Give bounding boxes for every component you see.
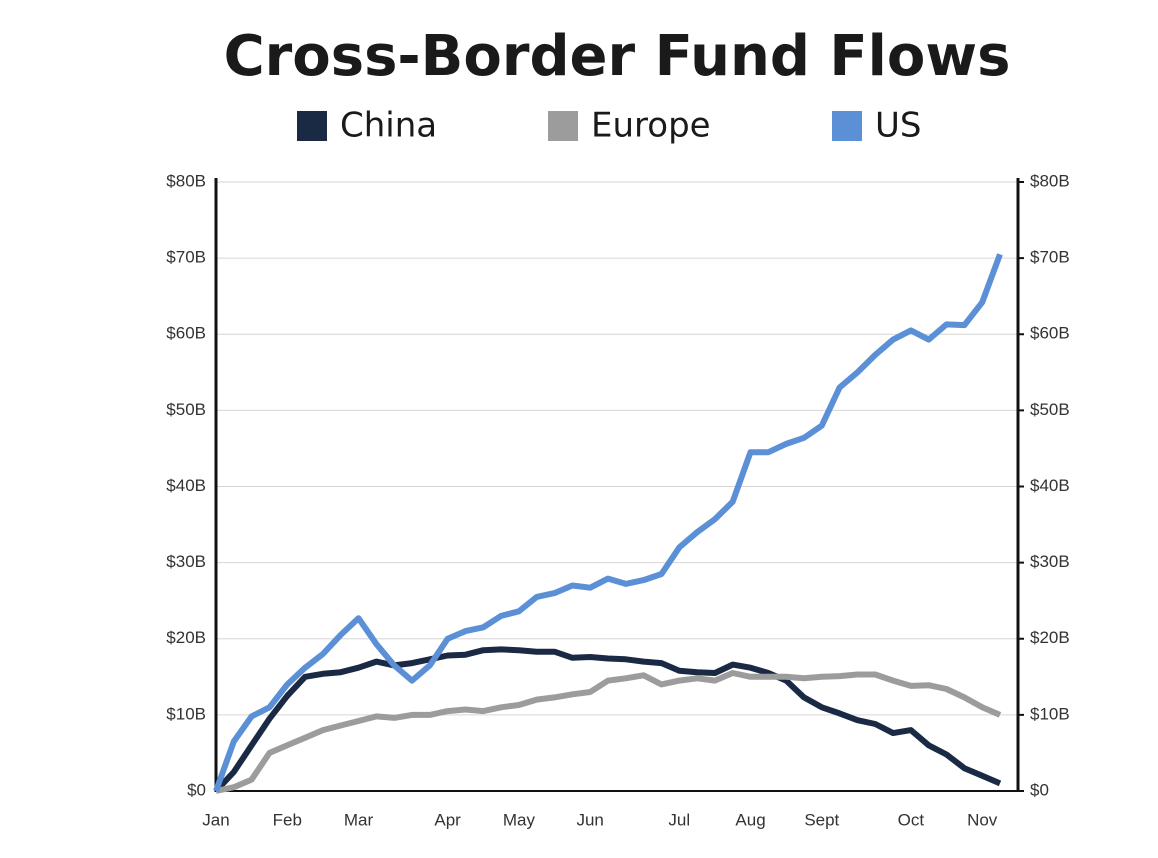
y-tick-label: $20B <box>166 628 206 647</box>
y2-tick-label: $20B <box>1030 628 1070 647</box>
legend-swatch <box>548 111 578 141</box>
x-tick-label: Apr <box>434 810 461 829</box>
y2-tick-label: $10B <box>1030 704 1070 723</box>
y2-tick-label: $60B <box>1030 324 1070 343</box>
x-tick-label: Jul <box>668 810 690 829</box>
legend-swatch <box>297 111 327 141</box>
y-tick-label: $10B <box>166 704 206 723</box>
y2-tick-label: $0 <box>1030 780 1049 799</box>
y2-tick-label: $70B <box>1030 248 1070 267</box>
legend-swatch <box>832 111 862 141</box>
y2-tick-label: $40B <box>1030 476 1070 495</box>
x-tick-label: Jan <box>202 810 229 829</box>
y-tick-label: $70B <box>166 248 206 267</box>
y2-tick-label: $50B <box>1030 400 1070 419</box>
y2-tick-label: $80B <box>1030 171 1070 190</box>
x-tick-label: Sept <box>804 810 839 829</box>
legend-label: China <box>340 106 437 146</box>
x-tick-label: Jun <box>576 810 603 829</box>
series-line <box>213 646 1002 794</box>
series-line <box>213 253 1003 793</box>
legend-label: Europe <box>591 106 711 146</box>
y-tick-label: $30B <box>166 552 206 571</box>
y-tick-label: $50B <box>166 400 206 419</box>
x-tick-label: Mar <box>344 810 374 829</box>
y-tick-label: $80B <box>166 171 206 190</box>
x-tick-label: Aug <box>735 810 765 829</box>
x-tick-label: Oct <box>898 810 925 829</box>
series-line <box>215 670 1002 794</box>
x-tick-label: May <box>503 810 536 829</box>
chart-title: Cross-Border Fund Flows <box>224 24 1011 89</box>
x-tick-label: Nov <box>967 810 998 829</box>
x-tick-label: Feb <box>273 810 302 829</box>
y-tick-label: $60B <box>166 324 206 343</box>
y-tick-label: $0 <box>187 780 206 799</box>
legend-label: US <box>875 106 921 146</box>
y-tick-label: $40B <box>166 476 206 495</box>
y2-tick-label: $30B <box>1030 552 1070 571</box>
